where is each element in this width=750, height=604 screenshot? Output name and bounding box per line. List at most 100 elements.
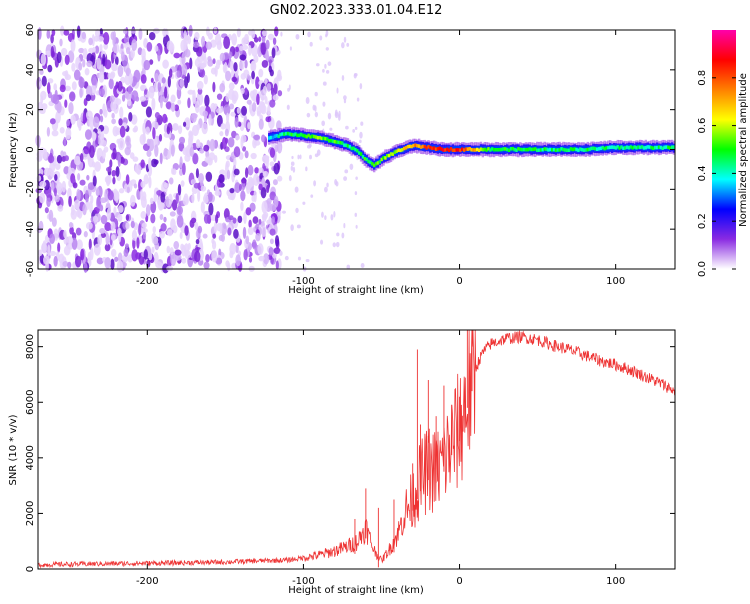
noise-blob [125, 222, 130, 230]
ridge-cell [659, 145, 663, 150]
noise-blob [159, 213, 164, 220]
sparse-noise-blob [349, 163, 354, 170]
figure-title: GN02.2023.333.01.04.E12 [270, 3, 443, 18]
noise-blob [183, 243, 190, 257]
noise-blob [64, 155, 69, 162]
ridge-cell [320, 136, 323, 141]
noise-blob [173, 240, 180, 250]
noise-blob [70, 114, 76, 125]
sparse-noise-blob [294, 186, 299, 193]
ridge-cell [356, 149, 359, 153]
noise-blob [261, 134, 266, 143]
noise-blob [162, 263, 169, 274]
sparse-noise-blob [341, 232, 345, 239]
snr-ylabel: SNR (10 * v/v) [8, 414, 19, 485]
sparse-noise-blob [334, 109, 338, 117]
noise-blob [42, 148, 48, 160]
noise-blob [189, 146, 194, 157]
ridge-cell [429, 145, 432, 150]
noise-blob [53, 255, 58, 267]
ridge-cell [281, 132, 284, 136]
noise-blob [112, 35, 116, 47]
ridge-cell [464, 147, 468, 151]
noise-blob [247, 164, 254, 176]
ridge-cell [657, 145, 661, 149]
noise-blob [196, 93, 201, 100]
noise-blob [97, 128, 101, 135]
noise-blob [225, 93, 230, 103]
noise-blob [151, 97, 156, 111]
noise-blob [104, 257, 112, 269]
ridge-cell [610, 145, 614, 149]
noise-blob [265, 49, 270, 62]
noise-blob [133, 125, 139, 132]
spectrogram-ylabel: Frequency (Hz) [8, 112, 19, 188]
noise-blob [92, 46, 96, 53]
ridge-cell [663, 145, 666, 150]
sparse-noise-blob [316, 63, 320, 67]
ridge-cell [588, 147, 591, 151]
noise-blob [152, 27, 160, 34]
noise-blob [261, 29, 268, 37]
noise-blob [172, 168, 177, 176]
noise-blob [79, 153, 84, 163]
noise-blob [219, 131, 224, 137]
noise-blob [268, 246, 274, 256]
noise-blob [76, 25, 81, 38]
noise-blob [153, 159, 159, 165]
noise-blob [216, 59, 221, 70]
noise-blob [130, 48, 135, 59]
noise-blob [77, 172, 81, 181]
ridge-cell [582, 148, 586, 152]
noise-blob [147, 157, 152, 171]
sparse-noise-blob [322, 101, 326, 107]
noise-blob [236, 27, 241, 38]
ridge-cell [436, 147, 440, 151]
noise-blob [237, 215, 243, 224]
y-tick-label: 60 [25, 24, 36, 37]
noise-blob [227, 194, 235, 200]
noise-blob [130, 220, 135, 229]
noise-blob [46, 29, 51, 39]
noise-blob [140, 84, 145, 92]
ridge-cell [442, 148, 445, 152]
noise-blob [178, 142, 185, 152]
noise-blob [179, 78, 185, 88]
noise-blob [37, 168, 44, 176]
noise-blob [180, 39, 187, 52]
ridge-cell [603, 146, 606, 151]
noise-blob [144, 89, 148, 95]
ridge-cell [509, 147, 513, 151]
colorbar-tick-label: 0.4 [697, 165, 708, 181]
noise-blob [242, 45, 249, 51]
noise-blob [117, 252, 123, 263]
noise-blob [137, 47, 143, 56]
noise-blob [238, 152, 244, 160]
noise-blob [75, 227, 82, 236]
colorbar: 0.0 0.2 0.4 0.6 0.8 Normalized spectral ampl… [697, 30, 749, 277]
noise-blob [266, 198, 272, 205]
ridge-cell [549, 147, 552, 152]
ridge-cell [292, 133, 295, 137]
sparse-noise-blob [354, 126, 358, 130]
noise-blob [182, 147, 189, 156]
noise-blob [267, 33, 275, 41]
noise-blob [85, 85, 93, 97]
ridge-cell [545, 147, 548, 151]
noise-blob [212, 81, 216, 93]
noise-blob [247, 122, 251, 130]
ridge-cell [275, 133, 278, 138]
ridge-cell [434, 147, 438, 151]
noise-blob [174, 104, 180, 112]
noise-blob [63, 245, 71, 256]
noise-blob [164, 86, 168, 99]
noise-blob [173, 52, 181, 59]
ridge-cell [517, 147, 520, 151]
noise-blob [208, 202, 214, 216]
noise-blob [223, 36, 231, 50]
noise-blob [219, 82, 226, 93]
noise-blob [55, 181, 63, 195]
noise-blob [51, 217, 57, 227]
ridge-cell [654, 145, 657, 150]
noise-blob [69, 226, 74, 235]
